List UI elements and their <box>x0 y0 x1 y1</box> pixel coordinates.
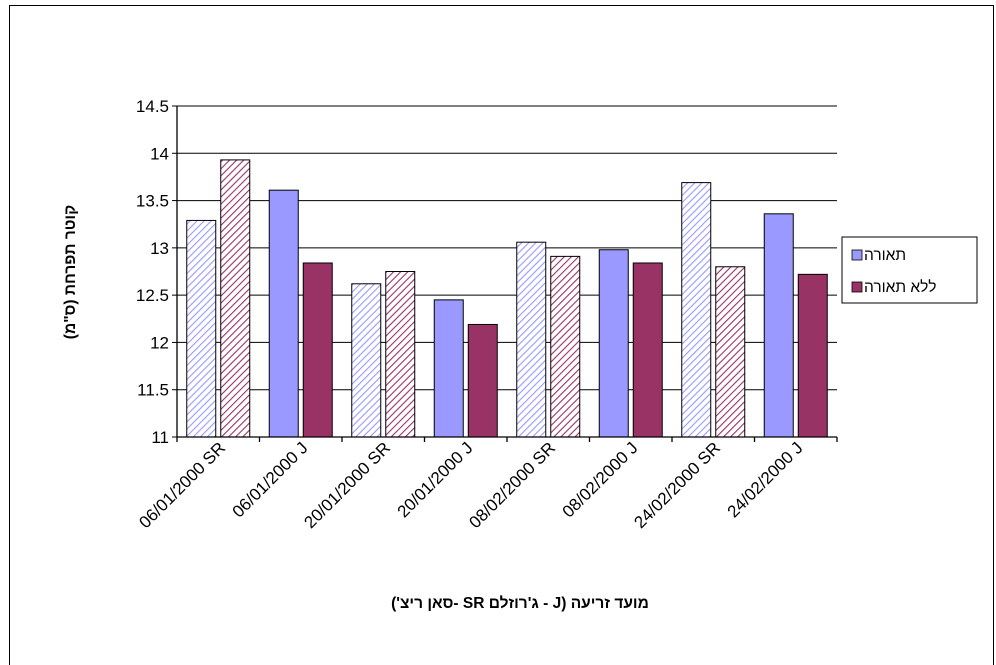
bar-lighting-1 <box>268 189 299 438</box>
bar-no-lighting-5 <box>632 262 663 438</box>
x-tick-label: 06/01/2000 SR <box>135 438 229 532</box>
legend-label-lighting: תאורה <box>864 247 906 264</box>
y-tick-label: 12 <box>150 333 169 352</box>
legend-swatch-no-lighting <box>851 281 863 293</box>
y-tick-labels: 11 11.5 12 12.5 13 13.5 14 14.5 <box>136 97 169 447</box>
y-tick-label: 13.5 <box>136 192 169 211</box>
legend-box <box>841 236 978 304</box>
y-axis-title: קוטר תפרחת (ס"מ) <box>62 205 79 339</box>
x-tick-label: 24/02/2000 SR <box>630 438 724 532</box>
bar-lighting-0 <box>186 219 217 438</box>
chart-frame <box>9 5 994 665</box>
bar-lighting-4 <box>516 241 547 438</box>
x-tick-label: 20/01/2000 J <box>394 438 477 521</box>
y-tick-label: 14 <box>150 144 169 163</box>
x-axis-title: מועד זריעה (J - ג'רוזלם SR -סאן ריצ') <box>391 595 649 612</box>
x-tick-label: 08/02/2000 J <box>559 438 642 521</box>
legend-swatch-lighting <box>851 249 863 261</box>
bar-no-lighting-6 <box>715 266 746 438</box>
bar-no-lighting-2 <box>385 271 416 438</box>
bar-no-lighting-3 <box>467 323 498 438</box>
bar-lighting-7 <box>763 213 794 438</box>
y-tick-label: 11 <box>151 428 169 447</box>
bar-lighting-3 <box>433 299 464 438</box>
bar-no-lighting-4 <box>550 255 581 438</box>
bar-lighting-6 <box>681 182 712 438</box>
legend: תאורה ללא תאורה <box>841 236 978 304</box>
x-tick-label: 08/02/2000 SR <box>465 438 559 532</box>
bar-lighting-2 <box>351 283 382 438</box>
bar-no-lighting-0 <box>220 159 251 438</box>
y-tick-label: 12.5 <box>136 286 169 305</box>
y-tick-label: 13 <box>150 239 169 258</box>
x-tick-label: 24/02/2000 J <box>724 438 807 521</box>
x-tick-label: 20/01/2000 SR <box>300 438 394 532</box>
bars <box>186 159 828 438</box>
bar-no-lighting-1 <box>302 262 333 438</box>
bar-lighting-5 <box>598 249 629 438</box>
y-tick-label: 14.5 <box>136 97 169 116</box>
y-tick-label: 11.5 <box>137 381 169 400</box>
legend-label-no-lighting: ללא תאורה <box>864 279 936 296</box>
x-tick-label: 06/01/2000 J <box>229 438 312 521</box>
bar-no-lighting-7 <box>797 273 828 438</box>
axes <box>176 106 838 442</box>
x-tick-labels: 06/01/2000 SR 06/01/2000 J20/01/2000 SR 20… <box>135 438 806 532</box>
